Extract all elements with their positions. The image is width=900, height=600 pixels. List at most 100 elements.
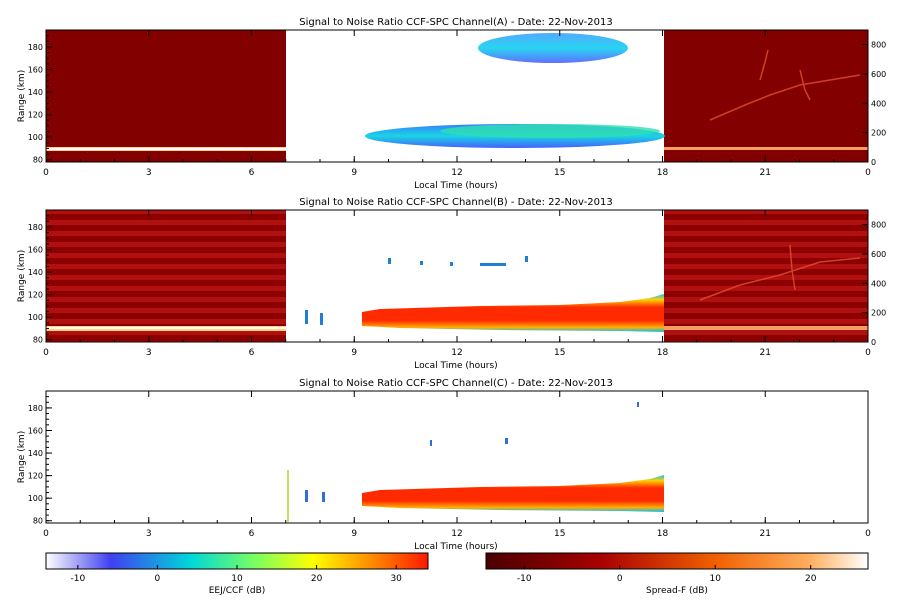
y2-tick-label: 600	[871, 250, 886, 259]
x-tick-label: 21	[760, 168, 771, 178]
panel-a-yaxis: 80 100 120 140 160 180	[28, 35, 52, 165]
panel-b-spreadf-plumes	[699, 244, 861, 301]
panel-b-spreadf-right	[664, 210, 868, 342]
colorbar-spreadf-label: Spread-F (dB)	[646, 586, 708, 596]
panel-c: Signal to Noise Ratio CCF-SPC Channel(C)…	[17, 378, 871, 552]
y-tick-label: 180	[28, 223, 43, 232]
x-tick-label: 3	[146, 529, 152, 539]
panel-b-xlabel: Local Time (hours)	[414, 361, 497, 371]
panel-b-title: Signal to Noise Ratio CCF-SPC Channel(B)…	[299, 197, 613, 208]
panel-a-upper-echo	[478, 33, 628, 63]
colorbar-tick-label: -10	[70, 574, 85, 584]
panel-b-spreadf-left	[46, 210, 286, 342]
x-tick-label: 18	[657, 168, 669, 178]
x-tick-label: 12	[451, 168, 462, 178]
y-tick-label: 100	[28, 313, 43, 322]
panel-a-eej-band-core	[440, 124, 660, 138]
x-tick-label: 6	[249, 529, 255, 539]
x-tick-label: 12	[451, 529, 462, 539]
y2-tick-label: 600	[871, 70, 886, 79]
panel-c-sparse-echoes	[287, 402, 639, 522]
x-tick-label: 0	[43, 529, 49, 539]
colorbar-tick-label: 30	[390, 574, 402, 584]
panel-a-layer-right	[664, 147, 868, 150]
x-tick-label: 15	[554, 168, 565, 178]
y2-tick-label: 200	[871, 309, 886, 318]
x-tick-label: 18	[657, 348, 669, 358]
panel-b-y2axis: 0 200 400 600 800	[862, 221, 886, 347]
x-tick-label: 3	[146, 168, 152, 178]
panel-b-upper-echoes	[305, 256, 528, 325]
x-tick-label: 3	[146, 348, 152, 358]
y-tick-label: 180	[28, 43, 43, 52]
x-tick-label: 12	[451, 348, 462, 358]
y2-tick-label: 800	[871, 41, 886, 50]
panel-a-xaxis: 0 3 6 9 12 15 18 21 0	[43, 30, 871, 178]
x-tick-label: 6	[249, 348, 255, 358]
colorbar-eej: -10 0 10 20 30 EEJ/CCF (dB)	[45, 552, 429, 596]
panel-c-eej-band	[362, 475, 664, 512]
y-tick-label: 180	[28, 404, 43, 413]
x-tick-label: 0	[43, 168, 49, 178]
colorbar-eej-label: EEJ/CCF (dB)	[209, 586, 266, 596]
panel-a-ylabel: Range (km)	[17, 70, 27, 122]
panel-b-layer-left-core	[46, 327, 286, 329]
colorbar-spreadf: -10 0 10 20 Spread-F (dB)	[485, 552, 869, 596]
y-tick-label: 160	[28, 426, 43, 435]
y-tick-label: 120	[28, 472, 43, 481]
panel-b-eej-band	[362, 294, 664, 332]
y2-tick-label: 0	[871, 338, 876, 347]
colorbar-tick-label: 10	[231, 574, 243, 584]
colorbar-eej-ticks: -10 0 10 20 30	[70, 565, 402, 584]
panel-c-xlabel: Local Time (hours)	[414, 542, 497, 552]
panel-b-layer-right	[664, 326, 868, 330]
y2-tick-label: 200	[871, 129, 886, 138]
y-tick-label: 120	[28, 291, 43, 300]
panel-b-xaxis: 0 3 6 9 12 15 18 21 0	[43, 210, 871, 358]
panel-a-title: Signal to Noise Ratio CCF-SPC Channel(A)…	[299, 17, 613, 28]
y-tick-label: 140	[28, 449, 43, 458]
colorbar-tick-label: 0	[155, 574, 161, 584]
y2-tick-label: 0	[871, 158, 876, 167]
y-tick-label: 140	[28, 268, 43, 277]
colorbar-spreadf-gradient	[485, 552, 869, 570]
x-tick-label: 9	[351, 348, 357, 358]
colorbar-tick-label: -10	[517, 574, 532, 584]
x-tick-label: 9	[351, 529, 357, 539]
y-tick-label: 80	[33, 336, 43, 345]
y-tick-label: 160	[28, 245, 43, 254]
x-tick-label: 21	[760, 348, 771, 358]
x-tick-label: 15	[554, 348, 565, 358]
x-tick-label: 15	[554, 529, 565, 539]
y2-tick-label: 400	[871, 279, 886, 288]
panel-a-spreadf-left	[46, 30, 286, 162]
y-tick-label: 80	[33, 517, 43, 526]
colorbar-tick-label: 10	[709, 574, 721, 584]
colorbar-spreadf-ticks: -10 0 10 20	[517, 565, 817, 584]
panel-a-layer-left-core	[46, 148, 286, 150]
panel-b-yaxis: 80 100 120 140 160 180	[28, 215, 52, 345]
y2-tick-label: 800	[871, 221, 886, 230]
panel-b: Signal to Noise Ratio CCF-SPC Channel(B)…	[17, 197, 886, 371]
panel-a-spreadf-plumes	[709, 49, 861, 121]
x-tick-label: 18	[657, 529, 669, 539]
y-tick-label: 100	[28, 494, 43, 503]
colorbar-tick-label: 20	[805, 574, 817, 584]
y-tick-label: 100	[28, 133, 43, 142]
colorbar-tick-label: 20	[311, 574, 323, 584]
y-tick-label: 120	[28, 111, 43, 120]
y-tick-label: 80	[33, 156, 43, 165]
y-tick-label: 140	[28, 88, 43, 97]
x-tick-label: 21	[760, 529, 771, 539]
panel-c-xaxis: 0 3 6 9 12 15 18 21 0	[43, 391, 871, 539]
y-tick-label: 160	[28, 65, 43, 74]
panel-c-ylabel: Range (km)	[17, 431, 27, 483]
x-tick-label: 0	[865, 168, 871, 178]
x-tick-label: 0	[43, 348, 49, 358]
panel-a-y2axis: 0 200 400 600 800	[862, 41, 886, 167]
panel-c-yaxis: 80 100 120 140 160 180	[28, 396, 52, 526]
panel-c-title: Signal to Noise Ratio CCF-SPC Channel(C)…	[299, 378, 613, 389]
colorbar-tick-label: 0	[617, 574, 623, 584]
x-tick-label: 9	[351, 168, 357, 178]
